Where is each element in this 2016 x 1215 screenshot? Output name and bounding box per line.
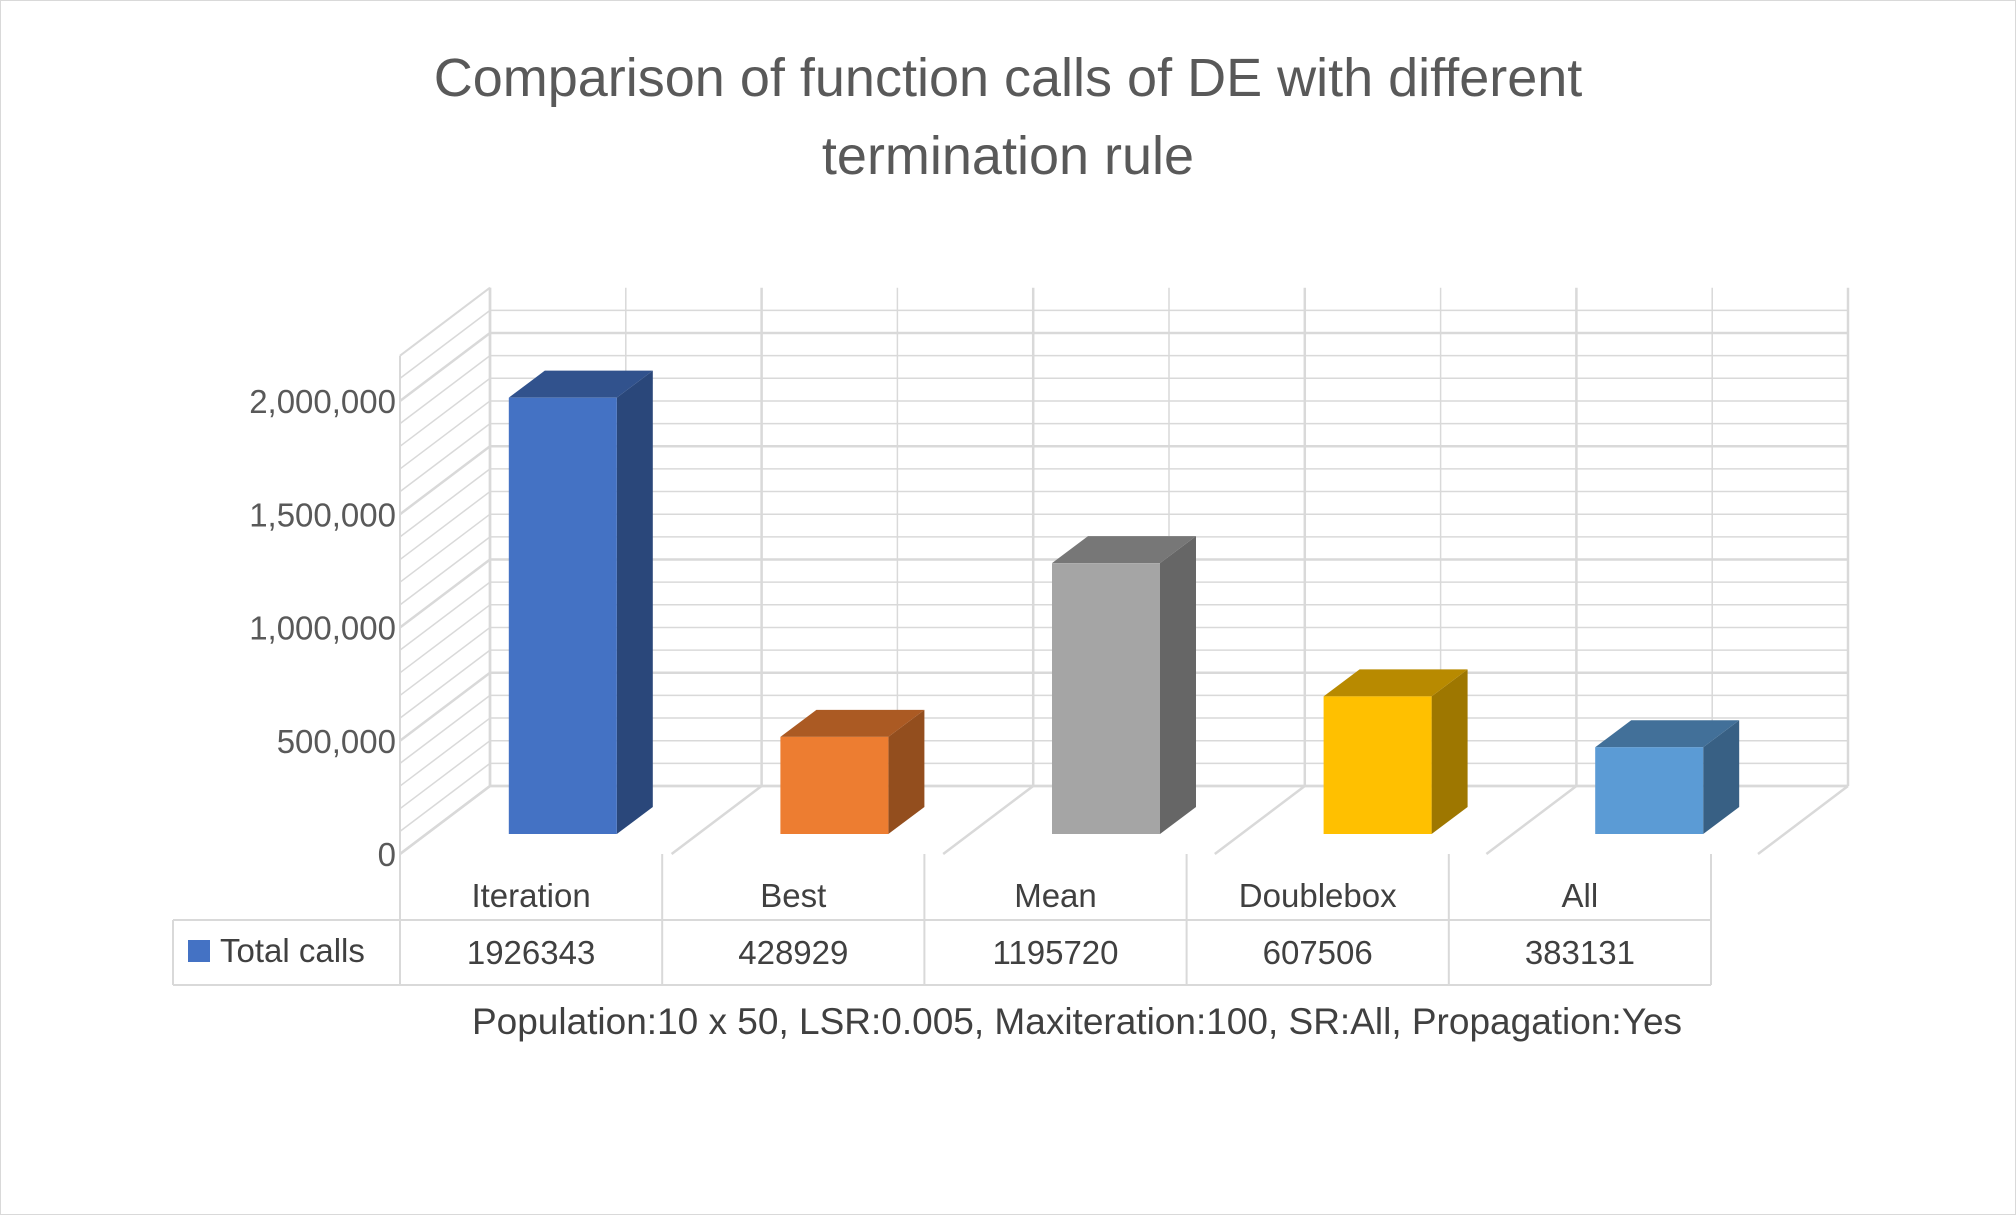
data-table-value: 1195720 — [992, 934, 1118, 971]
x-category-label: All — [1562, 877, 1599, 914]
data-table-value: 428929 — [738, 934, 848, 971]
side-wall-gridline — [399, 536, 491, 606]
side-wall-gridline — [399, 717, 491, 787]
floor-left-edge — [399, 785, 491, 855]
bar — [1052, 563, 1160, 834]
data-table-value: 383131 — [1525, 934, 1635, 971]
y-tick-label: 500,000 — [277, 723, 396, 760]
floor-divider — [1214, 785, 1306, 855]
side-wall-gridline — [399, 445, 491, 516]
bar-side — [888, 709, 925, 834]
bar-side — [1703, 720, 1740, 834]
bar-top — [780, 709, 925, 737]
data-table: Iteration 1926343 Best 428929 Mean 1195720 Dou… — [172, 854, 1712, 986]
bar — [508, 397, 617, 834]
y-tick-label: 0 — [378, 836, 396, 873]
x-category-label: Mean — [1014, 877, 1097, 914]
side-wall-gridline — [399, 626, 491, 697]
side-wall-gridline — [399, 513, 491, 583]
bar-side — [1160, 536, 1196, 834]
legend-label: Total calls — [220, 932, 365, 969]
bar-side — [1431, 669, 1468, 834]
side-wall-gridline — [399, 581, 491, 651]
side-wall-gridline — [399, 762, 491, 832]
bars — [508, 370, 1740, 834]
floor-right-edge — [1757, 785, 1849, 855]
side-wall-gridline — [399, 309, 491, 379]
y-tick-label: 1,000,000 — [249, 610, 396, 647]
x-category-label: Best — [760, 877, 826, 914]
side-wall-gridline — [399, 490, 491, 561]
side-wall-gridline — [399, 649, 491, 719]
data-table-value: 607506 — [1263, 934, 1373, 971]
chart-title-line-2: termination rule — [822, 126, 1194, 186]
bar — [1323, 696, 1432, 834]
legend-swatch — [188, 940, 210, 962]
side-wall-gridline — [399, 332, 491, 402]
x-category-label: Iteration — [471, 877, 590, 914]
y-tick-label: 1,500,000 — [249, 496, 396, 533]
side-wall-gridline — [399, 671, 491, 742]
bar-top — [1323, 669, 1468, 697]
x-axis-title: Population:10 x 50, LSR:0.005, Maxiterat… — [472, 1001, 1682, 1042]
bar — [780, 736, 889, 834]
x-category-label: Doublebox — [1239, 877, 1397, 914]
floor-divider — [942, 785, 1034, 855]
side-wall-gridline — [399, 355, 491, 425]
side-wall-gridline — [399, 740, 491, 810]
side-wall-gridline — [399, 423, 491, 493]
bar-top — [508, 370, 653, 398]
side-wall-gridline — [399, 377, 491, 447]
y-axis-ticks: 0 500,000 1,000,000 1,500,000 2,000,000 — [249, 383, 396, 873]
side-wall-gridline — [399, 604, 491, 674]
side-wall-gridline — [399, 400, 491, 470]
side-wall-top — [399, 286, 491, 357]
side-wall-gridline — [399, 468, 491, 538]
bar-side — [616, 370, 653, 834]
data-table-value: 1926343 — [467, 934, 595, 971]
y-tick-label: 2,000,000 — [249, 383, 396, 420]
bar-top — [1595, 720, 1740, 748]
bar — [1595, 747, 1704, 834]
bar-top — [1052, 536, 1196, 564]
side-wall-gridline — [399, 694, 491, 764]
floor-divider — [670, 785, 763, 855]
side-wall-gridline — [399, 558, 491, 629]
floor-divider — [1485, 785, 1578, 855]
chart-title-line-1: Comparison of function calls of DE with … — [434, 48, 1583, 108]
